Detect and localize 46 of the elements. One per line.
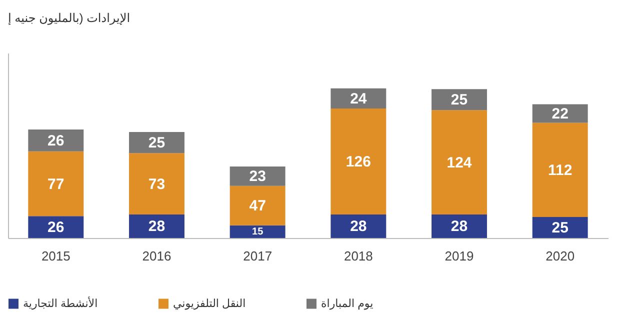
bar: [532, 122, 588, 217]
data-label: 112: [548, 162, 572, 179]
data-label: 23: [249, 168, 266, 186]
data-label: 24: [350, 90, 368, 108]
data-label: 47: [249, 198, 266, 215]
bar: [230, 186, 286, 226]
bar: [28, 151, 84, 216]
bar: [330, 214, 386, 238]
data-label: 126: [346, 153, 371, 170]
bar: [532, 216, 588, 238]
bar: [28, 216, 84, 238]
x-tick-label: 2020: [546, 248, 575, 264]
x-tick-label: 2015: [41, 248, 70, 264]
data-label: 25: [450, 92, 468, 109]
bar: [330, 88, 386, 108]
x-tick-label: 2017: [243, 248, 272, 264]
data-label: 22: [552, 106, 568, 123]
data-label: 25: [552, 219, 568, 236]
legend-label: النقل التلفزيوني: [173, 298, 246, 310]
data-label: 124: [446, 154, 472, 172]
bar: [230, 225, 286, 238]
legend-label: الأنشطة التجارية: [23, 296, 98, 310]
data-label: 28: [148, 218, 166, 236]
data-label: 28: [350, 218, 367, 236]
data-label: 77: [48, 176, 64, 193]
data-label: 26: [48, 219, 64, 236]
data-label: 26: [48, 132, 64, 150]
legend-label: يوم المباراة: [321, 298, 374, 310]
data-label: 25: [148, 134, 166, 152]
x-tick-label: 2019: [444, 248, 474, 264]
bar: [230, 166, 286, 186]
chart-title: الإيرادات (بالمليون جنيه إ: [8, 11, 130, 25]
data-label: 73: [148, 176, 166, 193]
bar: [532, 104, 588, 123]
x-tick-label: 2018: [344, 248, 373, 264]
x-tick-label: 2016: [142, 248, 172, 264]
data-label: 28: [450, 218, 468, 236]
bar: [432, 110, 487, 214]
bar: [432, 89, 487, 110]
data-label: 15: [252, 226, 264, 238]
bar: [129, 153, 184, 214]
bar: [28, 130, 84, 152]
bar: [129, 214, 184, 238]
bar: [330, 108, 386, 214]
bar: [432, 214, 487, 238]
bar: [129, 132, 184, 154]
